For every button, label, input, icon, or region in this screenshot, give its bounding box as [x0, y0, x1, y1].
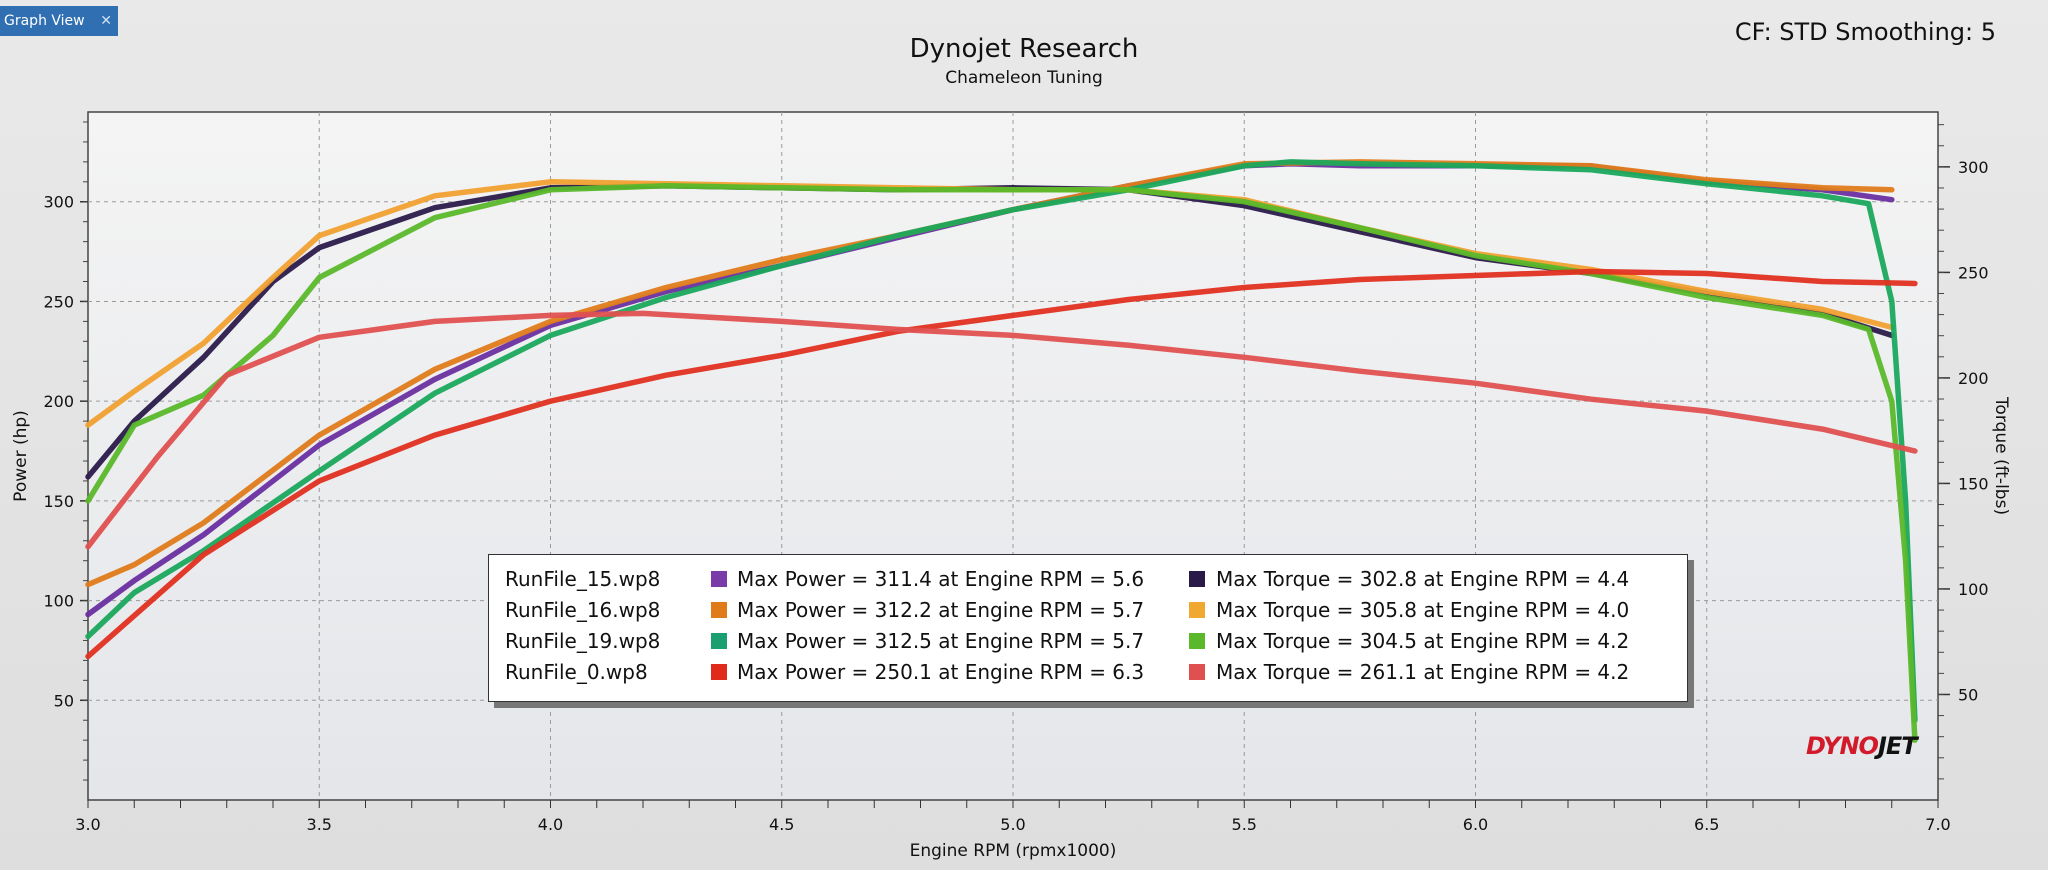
tab-label: Graph View	[4, 13, 85, 29]
legend-torque-text: Max Torque = 305.8 at Engine RPM = 4.0	[1216, 598, 1630, 622]
x-tick-label: 3.5	[307, 815, 332, 834]
y-axis-left-label: Power (hp)	[11, 410, 31, 502]
legend-torque-text: Max Torque = 302.8 at Engine RPM = 4.4	[1216, 567, 1630, 591]
y-right-tick-label: 250	[1958, 263, 1989, 282]
series-line-runfile-19-wp8-torque	[85, 183, 1918, 743]
x-tick-label: 6.5	[1694, 815, 1719, 834]
y-left-tick-label: 100	[43, 592, 74, 611]
legend-torque-swatch	[1189, 633, 1205, 649]
series-line-runfile-0-wp8-torque	[85, 310, 1918, 550]
legend-file-label: RunFile_0.wp8	[505, 660, 648, 684]
legend-power-swatch	[711, 633, 727, 649]
legend-torque-swatch	[1189, 571, 1205, 587]
legend-power-swatch	[711, 571, 727, 587]
x-tick-label: 5.0	[1000, 815, 1025, 834]
tab-graph-view[interactable]: Graph View ✕	[0, 6, 118, 36]
legend-power-text: Max Power = 250.1 at Engine RPM = 6.3	[737, 660, 1145, 684]
legend-row: RunFile_19.wp8 Max Power = 312.5 at Engin…	[489, 627, 1687, 657]
chart-subtitle: Chameleon Tuning	[945, 68, 1103, 88]
series-line-runfile-19-wp8-power	[85, 159, 1918, 723]
x-axis-label: Engine RPM (rpmx1000)	[910, 841, 1117, 861]
chart-legend: RunFile_15.wp8 Max Power = 311.4 at Engin…	[488, 554, 1688, 702]
close-icon[interactable]: ✕	[100, 13, 112, 29]
series-line-runfile-0-wp8-power	[85, 268, 1918, 660]
y-right-tick-label: 50	[1958, 685, 1978, 704]
chart-title: Dynojet Research	[909, 34, 1139, 64]
x-tick-label: 7.0	[1925, 815, 1950, 834]
legend-file-label: RunFile_19.wp8	[505, 629, 661, 653]
y-right-tick-label: 200	[1958, 369, 1989, 388]
legend-power-text: Max Power = 311.4 at Engine RPM = 5.6	[737, 567, 1145, 591]
y-left-tick-label: 250	[43, 292, 74, 311]
x-tick-label: 3.0	[75, 815, 100, 834]
y-right-tick-label: 150	[1958, 474, 1989, 493]
legend-power-swatch	[711, 664, 727, 680]
y-left-tick-label: 200	[43, 392, 74, 411]
legend-row: RunFile_0.wp8 Max Power = 250.1 at Engine…	[489, 658, 1687, 688]
legend-power-swatch	[711, 602, 727, 618]
legend-file-label: RunFile_15.wp8	[505, 567, 661, 591]
legend-power-text: Max Power = 312.5 at Engine RPM = 5.7	[737, 629, 1145, 653]
status-text: CF: STD Smoothing: 5	[1734, 18, 1996, 46]
y-right-tick-label: 100	[1958, 580, 1989, 599]
legend-file-label: RunFile_16.wp8	[505, 598, 661, 622]
x-tick-label: 4.5	[769, 815, 794, 834]
legend-torque-swatch	[1189, 664, 1205, 680]
legend-row: RunFile_16.wp8 Max Power = 312.2 at Engin…	[489, 596, 1687, 626]
x-tick-label: 5.5	[1232, 815, 1257, 834]
x-tick-label: 6.0	[1463, 815, 1488, 834]
y-left-tick-label: 150	[43, 492, 74, 511]
y-left-tick-label: 300	[43, 193, 74, 212]
y-left-tick-label: 50	[54, 691, 74, 710]
legend-torque-text: Max Torque = 261.1 at Engine RPM = 4.2	[1216, 660, 1630, 684]
x-tick-label: 4.0	[538, 815, 563, 834]
legend-power-text: Max Power = 312.2 at Engine RPM = 5.7	[737, 598, 1145, 622]
y-right-tick-label: 300	[1958, 158, 1989, 177]
y-axis-right-label: Torque (ft-lbs)	[1991, 396, 2011, 515]
legend-row: RunFile_15.wp8 Max Power = 311.4 at Engin…	[489, 565, 1687, 595]
legend-torque-swatch	[1189, 602, 1205, 618]
dynojet-logo: DYNOJET	[1806, 732, 1918, 760]
legend-torque-text: Max Torque = 304.5 at Engine RPM = 4.2	[1216, 629, 1630, 653]
